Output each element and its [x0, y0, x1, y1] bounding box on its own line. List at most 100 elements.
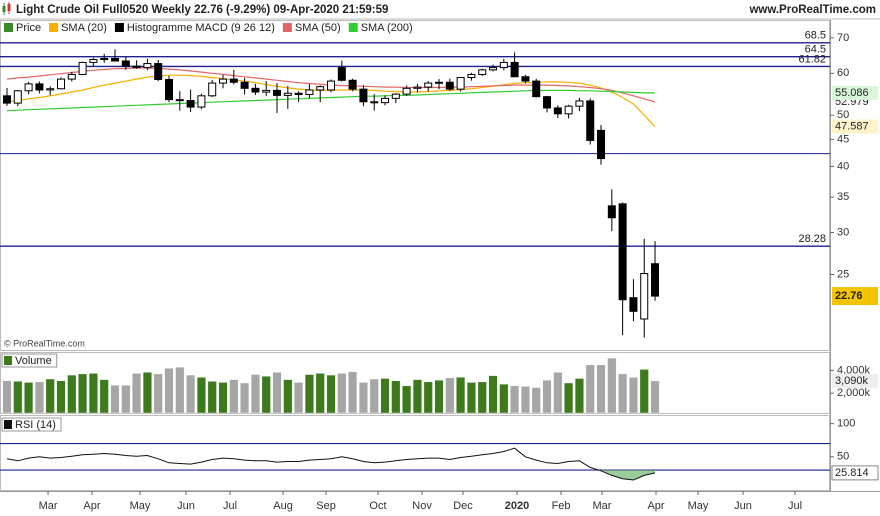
volume-bar — [24, 382, 34, 414]
candle-body — [186, 100, 195, 108]
x-tick-label: Mar — [593, 500, 612, 512]
candle-body — [165, 78, 174, 101]
volume-bar — [466, 382, 476, 414]
volume-bar — [639, 369, 649, 414]
candle-body — [553, 107, 562, 115]
price-last-value: 22.76 — [832, 287, 878, 306]
x-tick-label: Mar — [39, 500, 58, 512]
candle-body — [2, 95, 11, 104]
volume-bar — [218, 382, 228, 414]
legend-label: SMA (20) — [61, 22, 107, 34]
volume-bar — [121, 385, 131, 414]
candle-body — [337, 67, 346, 81]
candle-body — [499, 61, 508, 69]
candle-body — [240, 81, 249, 89]
legend-label: SMA (50) — [295, 22, 341, 34]
candle-body — [564, 105, 573, 115]
candle-body — [651, 263, 660, 297]
volume-bar — [520, 386, 530, 414]
x-tick-label: Apr — [647, 500, 664, 512]
candle-body — [543, 96, 552, 109]
volume-bar — [34, 381, 44, 414]
volume-bar — [348, 371, 358, 414]
volume-last-value-bg — [832, 373, 878, 388]
candle-body — [35, 83, 44, 91]
candle-body — [402, 87, 411, 95]
y-tick-label: 100 — [837, 418, 855, 430]
y-tick-label: 4,000k — [837, 364, 871, 376]
volume-bar — [294, 382, 304, 414]
series-last-value-bg — [832, 119, 878, 134]
header-title: Light Crude Oil Full0520 Weekly 22.76 (-… — [16, 4, 388, 16]
volume-bar — [196, 377, 206, 414]
volume-bar — [391, 380, 401, 414]
volume-last-value-text: 3,090k — [835, 375, 869, 387]
candle-body — [154, 63, 163, 80]
volume-bar — [67, 374, 77, 414]
candle-body — [348, 79, 357, 90]
x-tick-label: Jul — [788, 500, 802, 512]
panel-label-bg — [1, 417, 62, 432]
volume-bar — [402, 385, 412, 414]
legend-swatch — [348, 23, 358, 32]
candle-body — [435, 81, 444, 84]
candle-body — [521, 76, 530, 82]
series-last-value: 47.587 — [832, 119, 878, 134]
volume-bar — [229, 379, 239, 414]
x-tick-label: Nov — [412, 500, 432, 512]
header-site[interactable]: www.ProRealTime.com — [748, 4, 876, 16]
x-tick-label: Dec — [453, 500, 473, 512]
volume-bar — [618, 373, 628, 414]
volume-bar — [628, 377, 638, 414]
candle-body — [445, 81, 454, 90]
candle-body — [46, 88, 55, 91]
volume-bar — [650, 380, 660, 414]
candle-body — [175, 99, 184, 102]
x-tick-label: Aug — [273, 500, 293, 512]
legend-label: SMA (200) — [361, 22, 413, 34]
series-last-value: 55.086 — [832, 85, 878, 100]
x-tick-label: May — [688, 500, 709, 512]
x-tick-label: Jun — [177, 500, 195, 512]
candle-body — [305, 89, 314, 96]
x-tick-label: Sep — [316, 500, 336, 512]
candle-body — [229, 78, 238, 83]
volume-bar — [175, 366, 185, 414]
candle-body — [57, 78, 66, 90]
volume-bar — [164, 368, 174, 414]
volume-bar — [207, 381, 217, 414]
panel-label: Volume — [1, 353, 58, 368]
legend-label: Price — [16, 22, 41, 34]
candle-body — [370, 101, 379, 104]
candle-body — [67, 73, 76, 80]
panel-label-bg — [1, 353, 58, 368]
y-tick-label: 30 — [837, 227, 849, 239]
series-last-value-text: 55.086 — [835, 87, 869, 99]
candle-body — [327, 80, 336, 91]
candle-body — [629, 297, 638, 312]
candle-body — [478, 69, 487, 75]
candle-body — [597, 129, 606, 160]
panel-title: Volume — [15, 355, 52, 367]
volume-bar — [272, 372, 282, 414]
candle-body — [197, 95, 206, 108]
volume-bar — [88, 373, 98, 414]
rsi-last-value-text: 25.814 — [835, 467, 869, 479]
volume-bar — [186, 374, 196, 414]
volume-bar — [585, 364, 595, 414]
candle-body — [262, 89, 271, 93]
volume-bar — [574, 378, 584, 414]
candle-body — [294, 92, 303, 96]
volume-bar — [45, 378, 55, 414]
panel-label: RSI (14) — [1, 417, 62, 432]
panel-label-icon — [4, 420, 12, 429]
series-last-value-bg — [832, 85, 878, 100]
volume-bar — [553, 372, 563, 414]
level-label: 64.5 — [805, 44, 826, 56]
volume-bar — [315, 373, 325, 414]
volume-bar — [358, 382, 368, 414]
volume-bar — [142, 372, 152, 414]
candle-body — [413, 86, 422, 89]
